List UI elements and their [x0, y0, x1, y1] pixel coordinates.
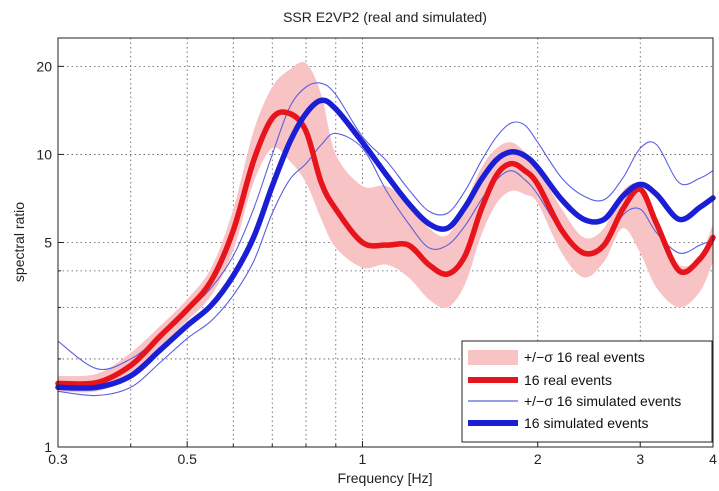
- y-tick-label: 20: [36, 58, 52, 74]
- real-sigma-band-layer: [58, 61, 713, 393]
- series-simulated-sigma-upper: [57, 82, 714, 371]
- chart-title: SSR E2VP2 (real and simulated): [283, 9, 487, 25]
- x-tick-label: 4: [709, 451, 717, 467]
- x-tick-label: 1: [359, 451, 367, 467]
- x-tick-label: 3: [636, 451, 644, 467]
- legend-label-real: 16 real events: [524, 372, 612, 388]
- series-lines: [55, 82, 716, 397]
- y-tick-label: 10: [36, 146, 52, 162]
- y-tick-label: 1: [44, 439, 52, 455]
- series-simulated-events: [55, 97, 716, 391]
- legend-swatch-real-sigma: [468, 350, 518, 365]
- x-tick-label: 0.3: [48, 451, 68, 467]
- legend-label-simulated-sigma: +/−σ 16 simulated events: [524, 393, 681, 409]
- x-tick-label: 2: [534, 451, 542, 467]
- legend-label-simulated: 16 simulated events: [524, 415, 649, 431]
- y-axis-title: spectral ratio: [11, 202, 27, 282]
- legend: +/−σ 16 real events 16 real events +/−σ …: [461, 340, 713, 443]
- axis-ticks: 0.3 0.5 1 2 3 4 1 5 10 20: [36, 58, 717, 467]
- y-tick-label: 5: [44, 235, 52, 251]
- series-real-events: [55, 109, 716, 387]
- x-tick-label: 0.5: [177, 451, 197, 467]
- x-axis-title: Frequency [Hz]: [338, 470, 433, 486]
- series-real-sigma-band: [58, 61, 713, 393]
- legend-label-real-sigma: +/−σ 16 real events: [524, 349, 645, 365]
